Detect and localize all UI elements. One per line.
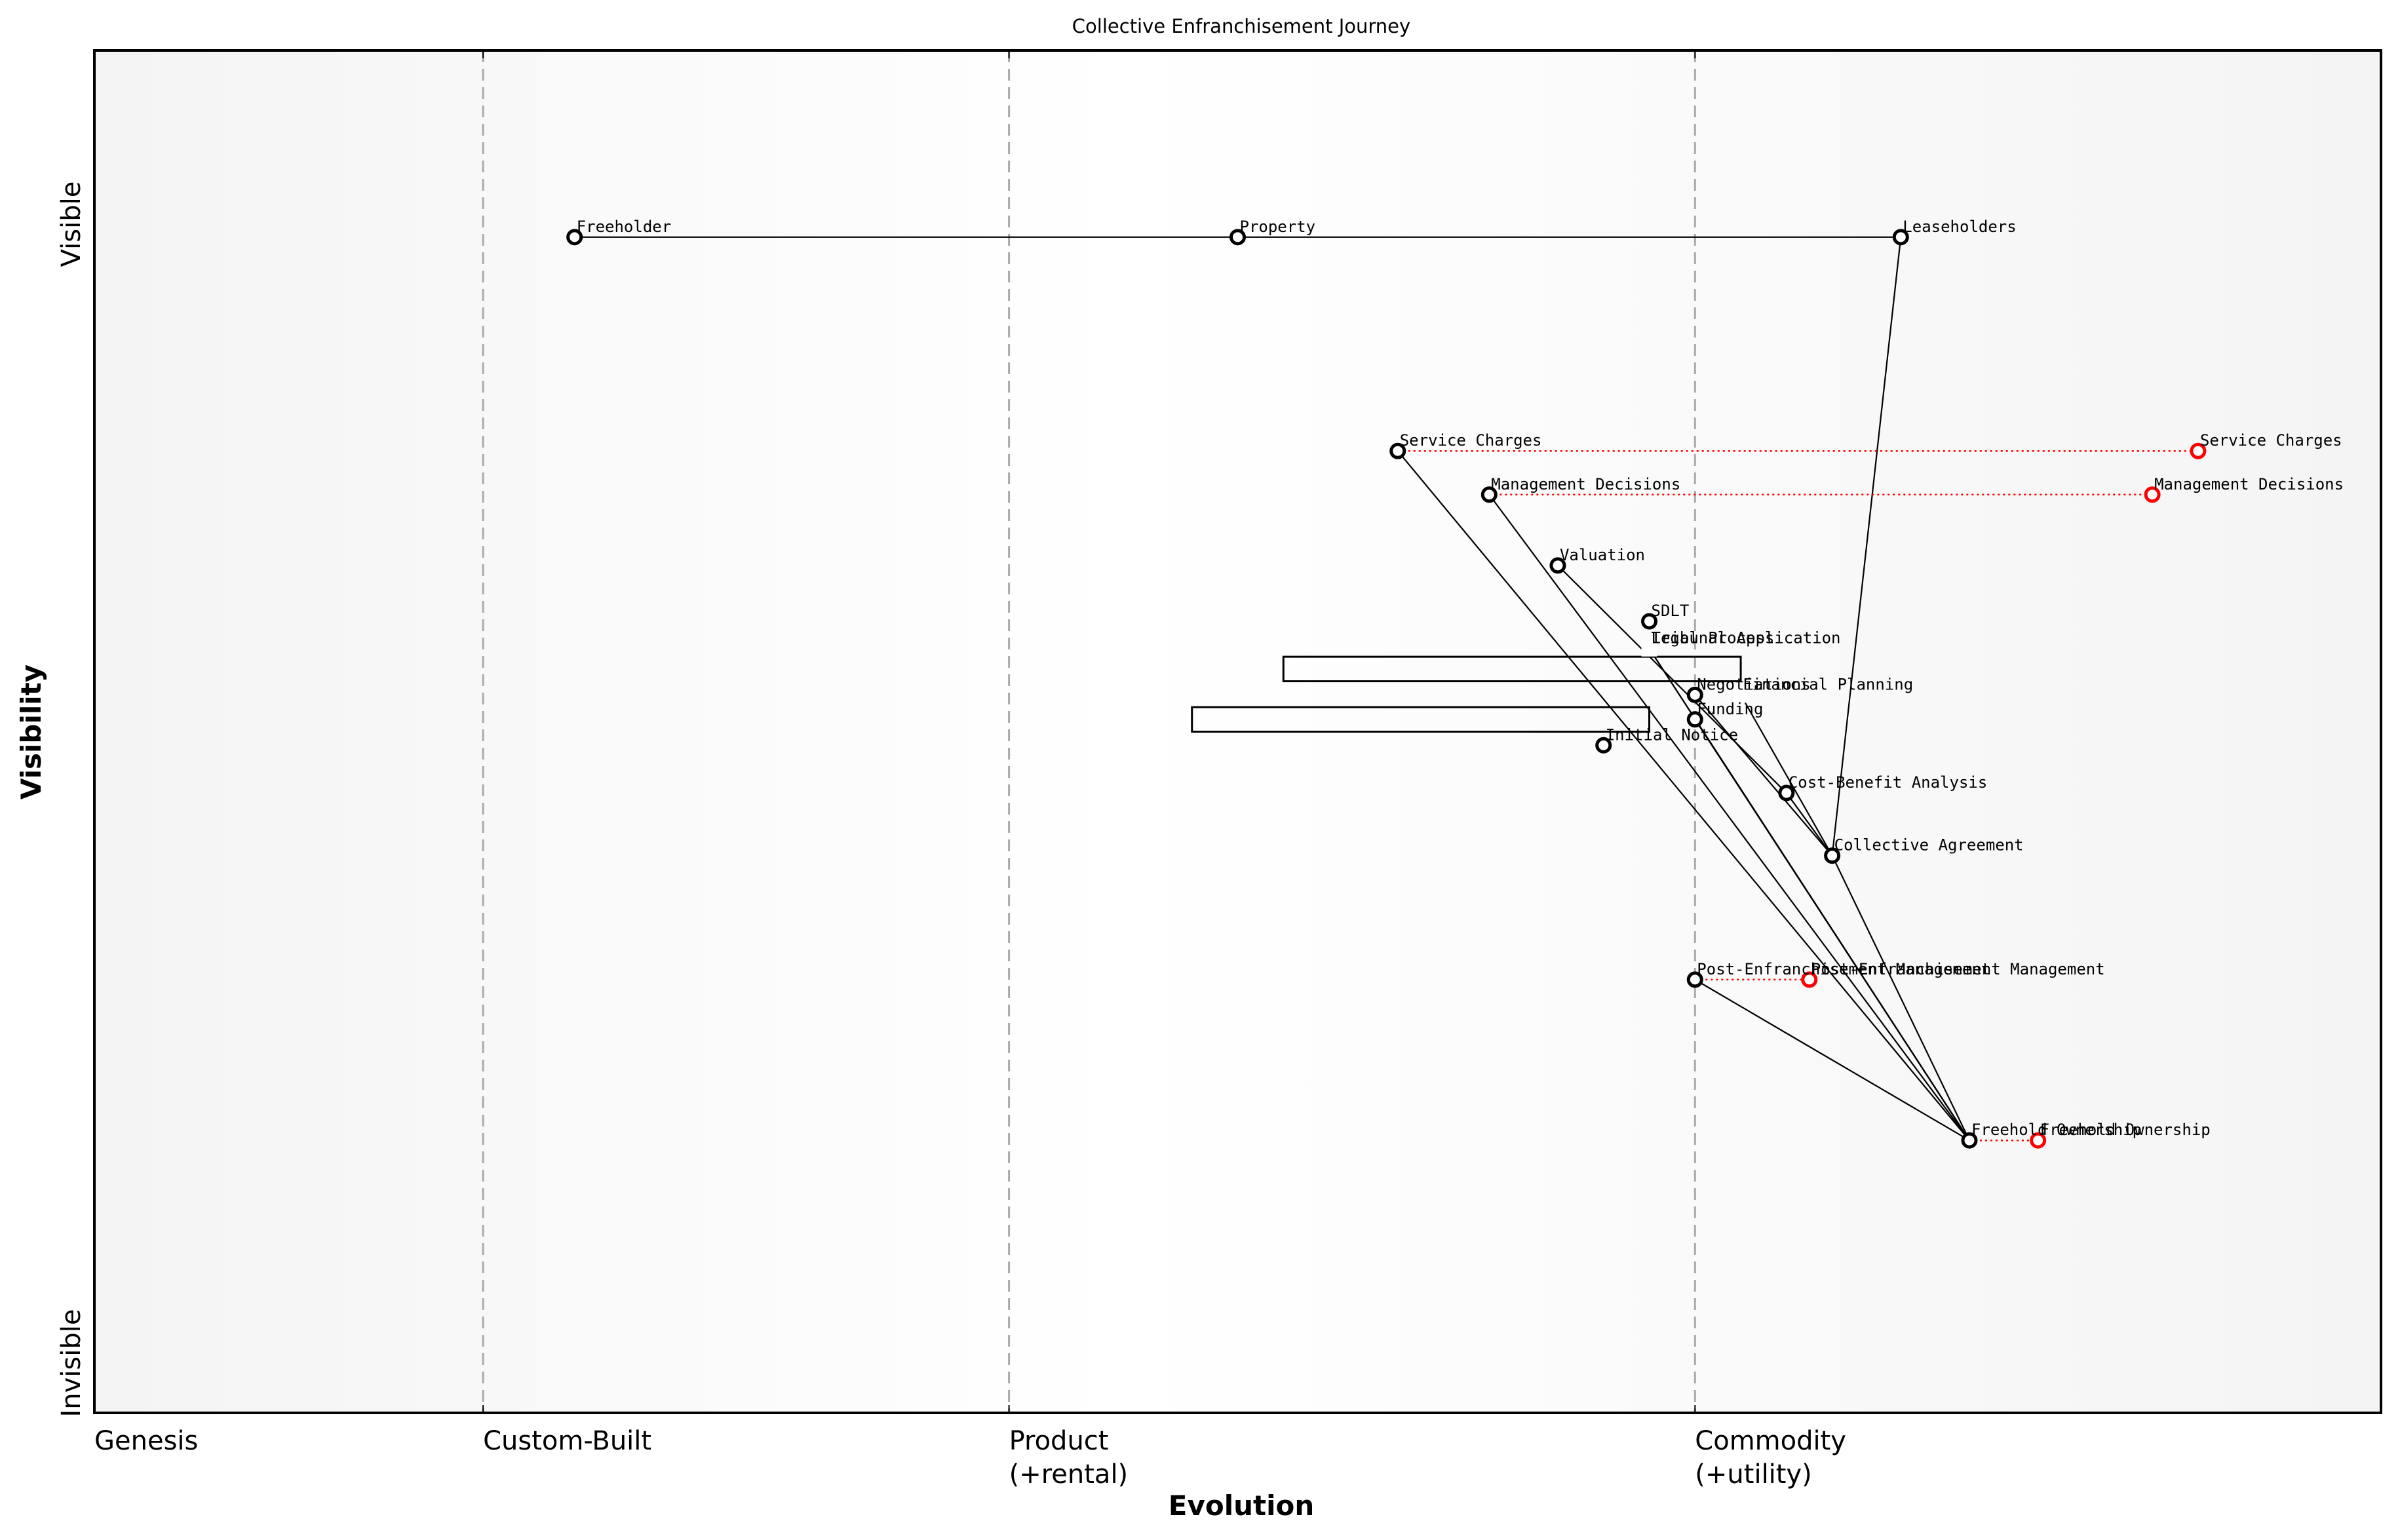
label-initial-notice: Initial Notice xyxy=(1606,725,1738,744)
label-sdlt: SDLT xyxy=(1652,602,1690,620)
evolved-node-freehold-ownership[interactable] xyxy=(2030,1132,2047,1149)
label-financial-planning: Financial Planning xyxy=(1743,675,1913,693)
stage-label-commodity: Commodity xyxy=(1695,1426,1846,1456)
label-cost-benefit-analysis: Cost-Benefit Analysis xyxy=(1789,773,1987,792)
node-freeholder[interactable] xyxy=(566,229,583,246)
node-collective-agreement[interactable] xyxy=(1824,847,1841,864)
stage-label-genesis: Genesis xyxy=(94,1426,198,1456)
label-freeholder: Freeholder xyxy=(577,218,671,236)
annotation-boxes xyxy=(1191,655,1742,733)
node-funding[interactable] xyxy=(1686,711,1703,728)
node-property[interactable] xyxy=(1229,229,1246,246)
link-leaseholders-collective-agreement xyxy=(1831,237,1902,856)
label-negotiations: Negotiations xyxy=(1697,675,1810,693)
label-legal-process: Legal Process xyxy=(1652,629,1775,647)
link-valuation-cost-benefit xyxy=(1557,565,1787,794)
link-financial-planning-collective-agreement xyxy=(1740,694,1833,857)
node-valuation[interactable] xyxy=(1549,557,1566,574)
annotation-box xyxy=(1282,655,1742,683)
node-management-decisions[interactable] xyxy=(1481,486,1498,503)
label-management-decisions: Management Decisions xyxy=(1491,475,1680,493)
evolution-links xyxy=(1397,450,2198,1142)
evolved-node-management-decisions[interactable] xyxy=(2144,486,2161,503)
chart-title: Collective Enfranchisement Journey xyxy=(1072,15,1410,37)
plot-frame xyxy=(93,49,2382,1414)
node-negotiations[interactable] xyxy=(1686,686,1703,703)
evolved-label-post-enfranchisement-management: Post-Enfranchisement Management xyxy=(1811,960,2105,978)
label-valuation: Valuation xyxy=(1560,546,1645,564)
node-cost-benefit-analysis[interactable] xyxy=(1778,784,1795,801)
label-service-charges: Service Charges xyxy=(1400,431,1542,450)
components xyxy=(566,229,2207,1149)
y-top-label: Visible xyxy=(56,182,87,267)
link-cost-benefit-collective-agreement xyxy=(1785,792,1833,857)
dependency-links xyxy=(574,236,1970,1142)
node-freehold-ownership[interactable] xyxy=(1961,1132,1978,1149)
stage-label-product: Product xyxy=(1009,1426,1109,1456)
node-post-enfranchisement-management[interactable] xyxy=(1686,971,1703,988)
link-negotiations-collective-agreement xyxy=(1694,694,1833,857)
hidden-node-financial-planning xyxy=(1733,687,1749,703)
evolved-label-freehold-ownership: Freehold Ownership xyxy=(2040,1121,2211,1139)
evolved-label-management-decisions: Management Decisions xyxy=(2154,475,2344,493)
evolved-node-post-enfranchisement-management[interactable] xyxy=(1801,971,1818,988)
x-axis-stage-labels: Genesis Custom-Built Product(+rental) Commo… xyxy=(94,1426,1846,1490)
label-post-enfranchisement-management: Post-Enfranchisement Management xyxy=(1697,960,1990,978)
label-collective-agreement: Collective Agreement xyxy=(1834,836,2024,855)
link-service-charges-freehold-ownership xyxy=(1397,450,1970,1141)
link-collective-agreement-freehold-ownership xyxy=(1831,855,1970,1141)
hidden-node-tribunal-application xyxy=(1641,640,1657,657)
link-post-enf-mgmt-freehold-ownership xyxy=(1694,978,1970,1142)
link-management-decisions-freehold-ownership xyxy=(1488,494,1970,1141)
stage-sublabel-product: (+rental) xyxy=(1009,1459,1129,1490)
label-tribunal-application: Tribunal Application xyxy=(1652,629,1841,647)
link-funding-freehold-ownership xyxy=(1694,719,1970,1141)
label-property: Property xyxy=(1240,218,1316,236)
node-initial-notice[interactable] xyxy=(1595,737,1612,754)
label-freehold-ownership: Freehold Ownership xyxy=(1971,1121,2142,1139)
evolved-node-service-charges[interactable] xyxy=(2190,442,2207,459)
x-axis-title: Evolution xyxy=(1169,1490,1314,1522)
label-funding: Funding xyxy=(1697,700,1763,718)
stage-sublabel-commodity: (+utility) xyxy=(1695,1459,1811,1490)
node-leaseholders[interactable] xyxy=(1892,229,1909,246)
y-axis-title: Visibility xyxy=(15,664,47,799)
evolved-label-service-charges: Service Charges xyxy=(2200,431,2342,450)
node-service-charges[interactable] xyxy=(1389,442,1406,459)
label-leaseholders: Leaseholders xyxy=(1903,218,2016,236)
stage-label-custom-built: Custom-Built xyxy=(483,1426,651,1456)
node-sdlt[interactable] xyxy=(1641,613,1658,630)
y-bottom-label: Invisible xyxy=(56,1309,87,1417)
annotation-box xyxy=(1191,706,1651,733)
component-labels: Freeholder Property Leaseholders Service Ch… xyxy=(577,218,2344,1139)
